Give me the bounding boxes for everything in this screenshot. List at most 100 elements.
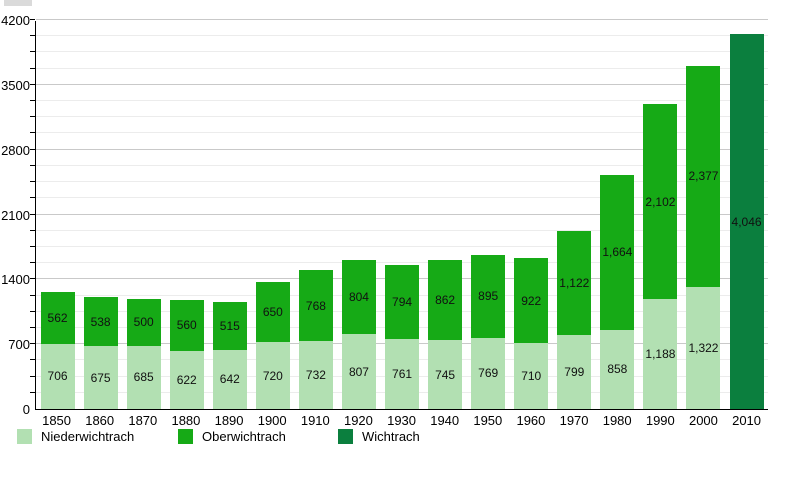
- bar-segment-oberwichtrach-1880: 560: [169, 299, 204, 352]
- stacked-bar-1860: 675 538: [83, 296, 118, 409]
- legend-label: Wichtrach: [362, 429, 420, 444]
- bar-value-label: 500: [133, 315, 154, 330]
- bar-value-label: 650: [262, 305, 283, 320]
- x-axis-label-1930: 1930: [387, 413, 417, 428]
- x-axis-label-1970: 1970: [559, 413, 589, 428]
- bar-slot-1850: 706 562: [36, 21, 79, 409]
- stacked-bar-1950: 769 895: [471, 254, 506, 409]
- bar-value-label: 804: [348, 290, 369, 305]
- bar-value-label: 710: [521, 369, 542, 384]
- y-axis-label-2800: 2800: [1, 142, 30, 158]
- bar-segment-niederwichtrach-1960: 710: [514, 343, 549, 409]
- gridline-2100: [36, 213, 768, 215]
- bar-segment-oberwichtrach-1970: 1,122: [557, 231, 592, 335]
- bar-slot-1990: 1,188 2,102: [639, 21, 682, 409]
- bar-slot-1980: 858 1,664: [596, 21, 639, 409]
- gridline-4025: [36, 35, 768, 37]
- legend: Niederwichtrach Oberwichtrach Wichtrach: [0, 429, 790, 447]
- y-tick-175: [30, 391, 35, 393]
- bar-segment-niederwichtrach-1980: 858: [600, 329, 635, 409]
- gridline-1925: [36, 229, 768, 231]
- legend-item-niederwichtrach: Niederwichtrach: [17, 429, 134, 444]
- bar-segment-oberwichtrach-1890: 515: [212, 301, 247, 350]
- x-axis-label-1870: 1870: [128, 413, 158, 428]
- y-tick-4025: [30, 35, 35, 37]
- bar-segment-niederwichtrach-1910: 732: [298, 341, 333, 409]
- bar-value-label: 706: [47, 369, 68, 384]
- gridline-2275: [36, 197, 768, 199]
- bar-segment-oberwichtrach-2000: 2,377: [686, 66, 721, 287]
- stacked-bar-2000: 1,322 2,377: [686, 66, 721, 409]
- bar-value-label: 799: [564, 365, 585, 379]
- corner-artifact: [4, 0, 32, 6]
- bar-segment-niederwichtrach-1880: 622: [169, 351, 204, 409]
- niederwichtrach-swatch-icon: [17, 429, 32, 444]
- bar-value-label: 562: [47, 310, 68, 325]
- bar-segment-oberwichtrach-1960: 922: [514, 257, 549, 344]
- y-axis-label-3500: 3500: [1, 77, 30, 93]
- y-tick-1400: [30, 278, 35, 280]
- x-axis-label-1860: 1860: [85, 413, 115, 428]
- x-axis-label-1950: 1950: [473, 413, 503, 428]
- gridline-2625: [36, 164, 768, 166]
- bar-value-label: 807: [348, 364, 369, 379]
- bar-value-label: 769: [478, 366, 499, 381]
- gridline-1575: [36, 262, 768, 264]
- gridline-3150: [36, 116, 768, 118]
- legend-item-oberwichtrach: Oberwichtrach: [178, 429, 286, 444]
- bars-row: 706 562 675 538 685 500 622 560 642 515 720 650 732 7…: [36, 21, 768, 409]
- bar-value-label: 1,122: [559, 276, 590, 291]
- gridline-4200: [36, 19, 768, 20]
- y-tick-1050: [30, 310, 35, 312]
- bar-value-label: 1,322: [688, 340, 719, 355]
- gridline-3850: [36, 51, 768, 53]
- bar-segment-niederwichtrach-1990: 1,188: [643, 298, 678, 409]
- bar-segment-niederwichtrach-1930: 761: [385, 338, 420, 409]
- stacked-bar-1960: 710 922: [514, 257, 549, 409]
- stacked-bar-1980: 858 1,664: [600, 175, 635, 409]
- bar-value-label: 768: [305, 298, 326, 313]
- bar-value-label: 1,664: [602, 245, 633, 260]
- bar-segment-niederwichtrach-1900: 720: [255, 342, 290, 409]
- bar-segment-oberwichtrach-1910: 768: [298, 270, 333, 342]
- y-axis-label-2100: 2100: [1, 207, 30, 223]
- bar-segment-oberwichtrach-1900: 650: [255, 282, 290, 343]
- stacked-bar-1930: 761 794: [385, 265, 420, 409]
- bar-slot-1960: 710 922: [510, 21, 553, 409]
- stacked-bar-2010: 4,046: [729, 34, 764, 409]
- bar-value-label: 538: [90, 314, 111, 329]
- bar-value-label: 720: [262, 368, 283, 383]
- y-tick-3850: [30, 51, 35, 53]
- x-axis-label-1920: 1920: [343, 413, 373, 428]
- wichtrach-swatch-icon: [338, 429, 353, 444]
- bar-slot-1910: 732 768: [294, 21, 337, 409]
- y-axis-labels: 0 700 1400 2100 2800 3500 4200: [0, 14, 30, 417]
- y-tick-2100: [30, 213, 35, 215]
- bar-segment-oberwichtrach-1860: 538: [83, 296, 118, 347]
- gridline-2450: [36, 181, 768, 183]
- y-tick-3675: [30, 67, 35, 69]
- stacked-bar-1900: 720 650: [255, 282, 290, 409]
- y-tick-3150: [30, 116, 35, 118]
- y-tick-350: [30, 375, 35, 377]
- bar-slot-1930: 761 794: [381, 21, 424, 409]
- bar-slot-2000: 1,322 2,377: [682, 21, 725, 409]
- x-axis-label-1850: 1850: [42, 413, 72, 428]
- bar-segment-oberwichtrach-1940: 862: [428, 260, 463, 340]
- stacked-bar-1910: 732 768: [298, 270, 333, 409]
- y-tick-1225: [30, 294, 35, 296]
- x-axis-label-1940: 1940: [430, 413, 460, 428]
- bar-value-label: 2,102: [645, 194, 676, 209]
- bar-slot-1890: 642 515: [208, 21, 251, 409]
- y-axis-label-700: 700: [8, 337, 30, 353]
- bar-slot-1860: 675 538: [79, 21, 122, 409]
- x-axis-label-1890: 1890: [214, 413, 244, 428]
- legend-item-wichtrach: Wichtrach: [338, 429, 420, 444]
- bar-slot-1870: 685 500: [122, 21, 165, 409]
- bar-value-label: 560: [176, 318, 197, 333]
- bar-value-label: 732: [305, 368, 326, 383]
- y-tick-3500: [30, 83, 35, 85]
- bar-slot-1970: 799 1,122: [553, 21, 596, 409]
- x-axis-label-2000: 2000: [688, 413, 718, 428]
